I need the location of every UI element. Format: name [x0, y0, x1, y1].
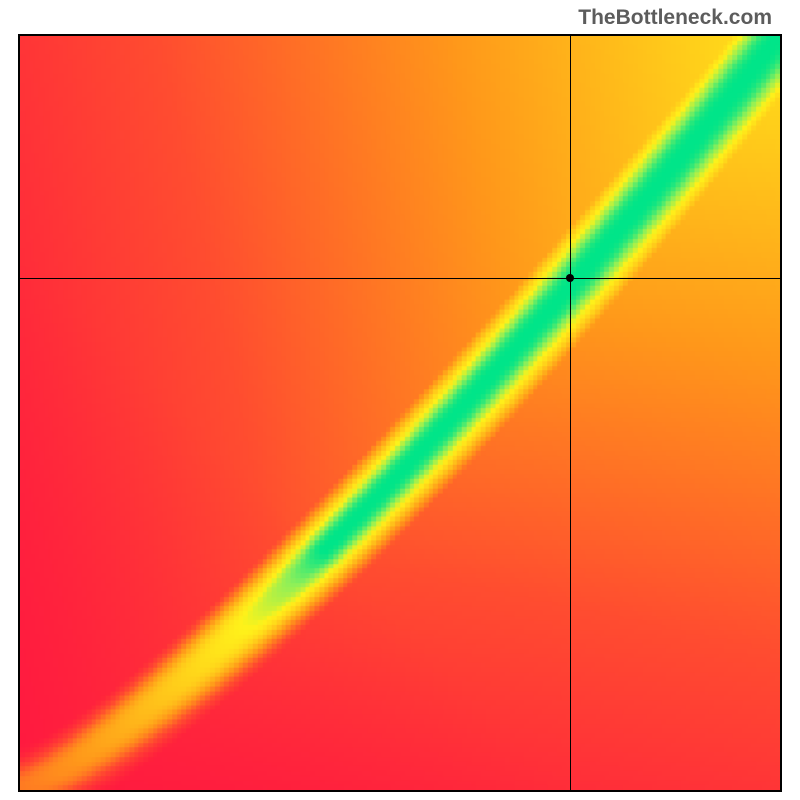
crosshair-vertical [570, 36, 571, 790]
crosshair-horizontal [20, 278, 780, 279]
crosshair-marker [566, 274, 574, 282]
heatmap-chart [18, 34, 782, 792]
heatmap-canvas [20, 36, 780, 790]
attribution-text: TheBottleneck.com [578, 6, 772, 30]
